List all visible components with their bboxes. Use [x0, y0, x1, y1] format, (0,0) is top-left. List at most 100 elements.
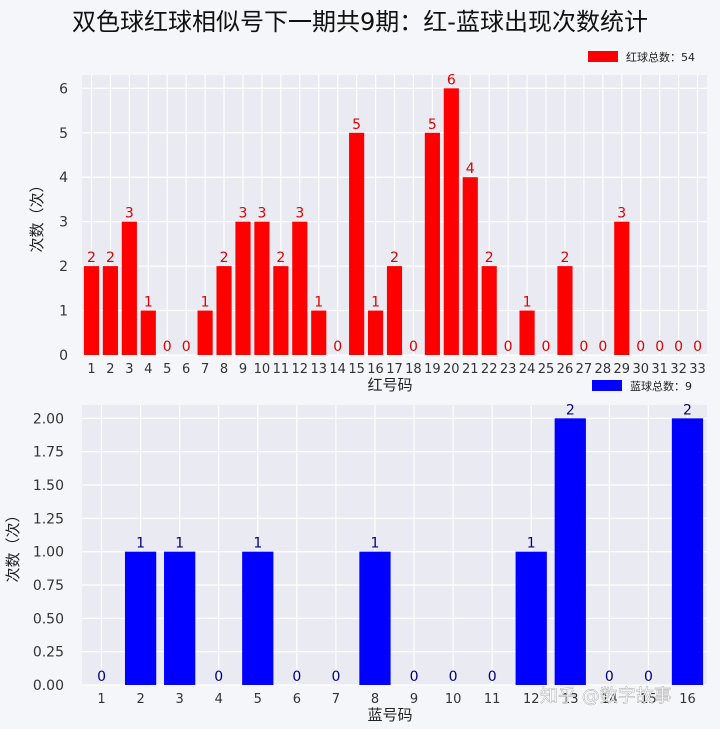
x-tick-label: 13: [310, 362, 327, 377]
data-label: 0: [214, 669, 223, 685]
data-label: 1: [201, 295, 210, 311]
x-tick-label: 10: [445, 692, 462, 707]
bar: [292, 221, 308, 355]
data-label: 2: [220, 250, 229, 266]
data-label: 0: [488, 669, 497, 685]
x-tick-label: 5: [254, 692, 262, 707]
data-label: 5: [352, 117, 361, 133]
bar: [671, 418, 704, 685]
data-label: 1: [175, 536, 184, 552]
x-tick-label: 32: [670, 362, 687, 377]
x-tick-label: 17: [386, 362, 403, 377]
data-label: 1: [144, 295, 153, 311]
data-label: 0: [693, 339, 702, 355]
bar: [197, 310, 213, 355]
y-tick-label: 5: [59, 126, 68, 142]
x-tick-label: 28: [595, 362, 612, 377]
bar: [235, 221, 251, 355]
data-label: 0: [449, 669, 458, 685]
x-tick-label: 11: [273, 362, 290, 377]
x-tick-label: 7: [201, 362, 209, 377]
x-tick-label: 14: [601, 692, 618, 707]
x-tick-label: 25: [538, 362, 555, 377]
bar: [349, 132, 365, 355]
legend-label: 蓝球总数：9: [630, 379, 692, 393]
data-label: 2: [106, 250, 115, 266]
x-tick-label: 14: [329, 362, 346, 377]
data-label: 2: [390, 250, 399, 266]
bar: [515, 551, 547, 685]
data-label: 0: [410, 669, 419, 685]
x-tick-label: 18: [405, 362, 422, 377]
data-label: 6: [447, 72, 456, 88]
data-label: 2: [683, 402, 692, 418]
x-tick-label: 21: [462, 362, 479, 377]
y-tick-label: 1.00: [33, 545, 64, 561]
data-label: 1: [523, 295, 532, 311]
bar: [519, 310, 535, 355]
y-tick-label: 4: [59, 170, 68, 186]
x-tick-label: 9: [239, 362, 247, 377]
bar: [481, 266, 497, 355]
y-tick-label: 2.00: [33, 411, 64, 427]
x-tick-label: 8: [220, 362, 228, 377]
x-axis-title: 红号码: [367, 376, 412, 394]
x-tick-label: 20: [443, 362, 460, 377]
x-tick-label: 2: [106, 362, 114, 377]
data-label: 1: [371, 295, 380, 311]
bar: [216, 266, 232, 355]
x-tick-label: 6: [182, 362, 190, 377]
data-label: 0: [542, 339, 551, 355]
bar: [140, 310, 156, 355]
bar: [359, 551, 391, 685]
x-tick-label: 10: [254, 362, 271, 377]
bar: [83, 266, 100, 355]
data-label: 2: [560, 250, 569, 266]
chart-title: 双色球红球相似号下一期共9期：红-蓝球出现次数统计: [72, 8, 648, 36]
bar: [121, 221, 137, 355]
x-tick-label: 15: [348, 362, 365, 377]
x-tick-label: 11: [484, 692, 501, 707]
x-tick-label: 16: [367, 362, 384, 377]
legend-swatch: [592, 380, 622, 391]
y-tick-label: 1.50: [33, 478, 64, 494]
x-tick-label: 7: [332, 692, 340, 707]
data-label: 0: [97, 669, 106, 685]
y-tick-label: 0.75: [33, 578, 64, 594]
x-tick-label: 1: [97, 692, 105, 707]
bar: [164, 551, 196, 685]
x-tick-label: 22: [481, 362, 498, 377]
data-label: 0: [605, 669, 614, 685]
x-tick-label: 27: [576, 362, 593, 377]
x-tick-label: 6: [293, 692, 301, 707]
data-label: 3: [617, 206, 626, 222]
data-label: 1: [314, 295, 323, 311]
bar: [242, 551, 274, 685]
y-tick-label: 3: [59, 215, 68, 231]
y-axis-title: 次数（次）: [28, 177, 46, 252]
x-tick-label: 19: [424, 362, 441, 377]
x-tick-label: 33: [689, 362, 706, 377]
x-tick-label: 4: [215, 692, 223, 707]
x-tick-label: 8: [371, 692, 379, 707]
data-label: 0: [636, 339, 645, 355]
x-tick-label: 1: [87, 362, 95, 377]
x-tick-label: 4: [144, 362, 152, 377]
data-label: 3: [295, 206, 304, 222]
data-label: 5: [428, 117, 437, 133]
data-label: 0: [644, 669, 653, 685]
x-tick-label: 26: [557, 362, 574, 377]
data-label: 2: [485, 250, 494, 266]
data-label: 2: [276, 250, 285, 266]
blue-ball-chart: 0.000.250.500.751.001.251.501.752.000112…: [4, 379, 707, 724]
red-ball-chart: 0123456212233140506172839310211312113014…: [28, 50, 707, 394]
data-label: 3: [125, 206, 134, 222]
x-tick-label: 16: [679, 692, 696, 707]
bar: [273, 266, 289, 355]
bar: [102, 266, 118, 355]
bar: [367, 310, 384, 355]
y-axis-title: 次数（次）: [4, 507, 22, 582]
legend-swatch: [588, 51, 618, 62]
x-tick-label: 13: [562, 692, 579, 707]
